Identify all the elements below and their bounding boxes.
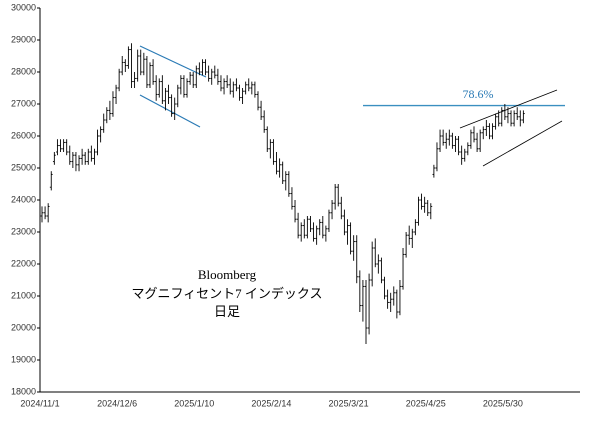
annotation: 78.6% <box>463 87 494 101</box>
y-tick-label: 25000 <box>11 162 36 172</box>
x-tick-label: 2025/3/21 <box>329 398 369 408</box>
text-box-line: 日足 <box>214 304 240 319</box>
y-tick-label: 23000 <box>11 226 36 236</box>
text-box-line: Bloomberg <box>198 267 257 282</box>
text-box-line: マグニフィセント7 インデックス <box>131 286 322 301</box>
x-tick-label: 2025/1/10 <box>174 398 214 408</box>
y-tick-label: 27000 <box>11 98 36 108</box>
x-tick-label: 2024/12/6 <box>97 398 137 408</box>
x-tick-label: 2025/5/30 <box>483 398 523 408</box>
x-tick-label: 2025/4/25 <box>406 398 446 408</box>
y-tick-label: 30000 <box>11 2 36 12</box>
y-tick-label: 29000 <box>11 34 36 44</box>
y-tick-label: 20000 <box>11 322 36 332</box>
x-tick-label: 2024/11/1 <box>20 398 59 408</box>
channel-line <box>139 94 201 128</box>
channel-line <box>482 120 563 167</box>
channel-line <box>459 89 558 129</box>
y-tick-label: 24000 <box>11 194 36 204</box>
y-tick-label: 28000 <box>11 66 36 76</box>
y-tick-label: 22000 <box>11 258 36 268</box>
channel-line <box>139 45 207 78</box>
y-tick-label: 18000 <box>11 386 36 396</box>
x-tick-label: 2025/2/14 <box>251 398 291 408</box>
y-tick-label: 21000 <box>11 290 36 300</box>
y-tick-label: 26000 <box>11 130 36 140</box>
y-tick-label: 19000 <box>11 354 36 364</box>
